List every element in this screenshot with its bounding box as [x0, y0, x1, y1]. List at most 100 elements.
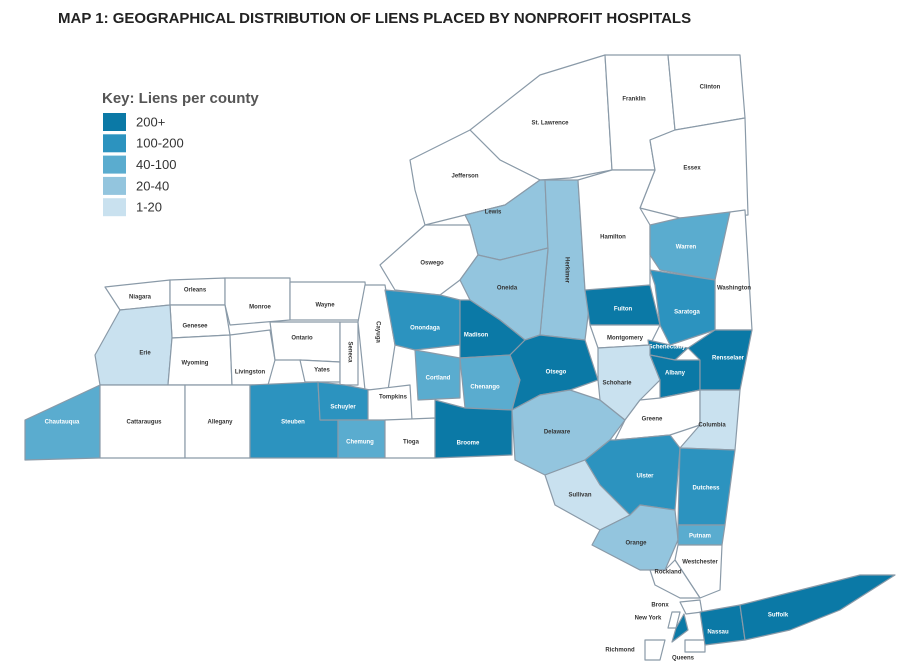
county — [679, 599, 703, 615]
key-swatch — [103, 176, 126, 195]
county-label: Ontario — [291, 336, 313, 342]
county — [511, 389, 626, 476]
county-label: Washington — [717, 286, 751, 292]
county-label: Tioga — [403, 440, 420, 446]
county-label: Columbia — [698, 423, 726, 429]
county-label: Niagara — [129, 295, 152, 301]
county-label: Franklin — [622, 97, 646, 103]
county-label: Yates — [314, 368, 330, 374]
county — [367, 384, 413, 421]
county — [384, 289, 461, 351]
county-label: Steuben — [281, 420, 305, 426]
county-label: Montgomery — [607, 336, 644, 342]
county-label: Jefferson — [451, 174, 478, 180]
county-label: Lewis — [485, 210, 502, 216]
county-label: Chenango — [470, 385, 500, 391]
county-label: Ulster — [636, 474, 654, 480]
county-label: St. Lawrence — [531, 121, 569, 127]
county-label: Tompkins — [379, 395, 408, 401]
county — [671, 613, 689, 643]
key-label: 1-20 — [136, 200, 162, 215]
county-label: Cayuga — [374, 321, 380, 343]
county-label: Wayne — [315, 303, 335, 309]
counties: St. Lawrence Franklin Clinton Essex Jefferso… — [24, 54, 896, 662]
county — [459, 354, 521, 411]
county-label: Hamilton — [600, 235, 626, 241]
county-label: Delaware — [544, 430, 571, 436]
county-label: Clinton — [700, 85, 721, 91]
county-label: Rensselaer — [712, 356, 745, 362]
county-label: Chautauqua — [45, 420, 80, 426]
county — [169, 304, 231, 339]
county-label: Bronx — [651, 603, 669, 609]
county-label: Schoharie — [602, 381, 632, 387]
key-swatch — [103, 134, 126, 153]
county — [384, 417, 436, 459]
county-label: Rockland — [654, 570, 681, 576]
county-label: Wyoming — [182, 361, 209, 367]
county — [674, 544, 723, 599]
county-label: New York — [635, 616, 662, 622]
county-label: Nassau — [707, 630, 729, 636]
county — [317, 381, 371, 421]
county — [699, 604, 746, 646]
county-label: Cortland — [426, 376, 451, 382]
county — [289, 281, 369, 321]
county-label: Monroe — [249, 305, 271, 311]
county — [94, 304, 173, 386]
county — [739, 574, 896, 641]
county-label: Fulton — [614, 307, 633, 313]
key-swatch — [103, 113, 126, 131]
county-label: Suffolk — [768, 613, 789, 619]
key-swatch — [103, 155, 126, 174]
county-label: Onondaga — [410, 326, 440, 332]
county-label: Schuyler — [330, 405, 356, 411]
county-label: Putnam — [689, 534, 711, 540]
county-label: Warren — [676, 245, 697, 251]
key-title: Key: Liens per county — [102, 90, 259, 107]
county — [667, 54, 746, 131]
county-label: Westchester — [682, 560, 718, 566]
county — [649, 269, 716, 346]
county — [509, 334, 599, 411]
county-label: Queens — [672, 656, 695, 662]
county — [584, 284, 661, 326]
key-label: 100-200 — [136, 136, 184, 151]
county-label: Seneca — [346, 341, 352, 363]
county-label: Genesee — [182, 324, 208, 330]
county-label: Schenectady — [648, 345, 686, 351]
key-label: 20-40 — [136, 178, 169, 193]
county — [649, 559, 701, 599]
county-label: Cattaraugus — [126, 420, 162, 426]
county-label: Albany — [665, 371, 686, 377]
county-label: Sullivan — [568, 493, 591, 499]
county-label: Livingston — [235, 370, 266, 376]
county — [339, 321, 359, 386]
county-label: Saratoga — [674, 310, 700, 316]
county-label: Broome — [457, 441, 480, 447]
county — [644, 639, 666, 661]
county-label: Chemung — [346, 440, 374, 446]
county-label: Greene — [642, 417, 663, 423]
county — [434, 399, 513, 459]
key: 200+ 100-200 40-100 20-40 1-20 — [103, 113, 184, 217]
county-label: Madison — [464, 333, 489, 339]
county — [224, 277, 291, 326]
county — [414, 349, 461, 401]
county-label: Oswego — [420, 261, 444, 267]
county-label: Allegany — [207, 420, 233, 426]
key-swatch — [103, 198, 126, 217]
county-label: Dutchess — [692, 486, 720, 492]
county-label: Kings — [644, 628, 661, 634]
county-label: Otsego — [546, 370, 567, 376]
county — [684, 639, 706, 653]
key-label: 40-100 — [136, 157, 176, 172]
county — [269, 321, 341, 363]
county-label: Richmond — [605, 648, 635, 654]
county-label: Herkimer — [563, 257, 569, 284]
county-label: Oneida — [497, 286, 518, 292]
key-label: 200+ — [136, 114, 165, 129]
county-label: Orange — [625, 541, 647, 547]
title: MAP 1: GEOGRAPHICAL DISTRIBUTION OF LIEN… — [58, 10, 691, 27]
